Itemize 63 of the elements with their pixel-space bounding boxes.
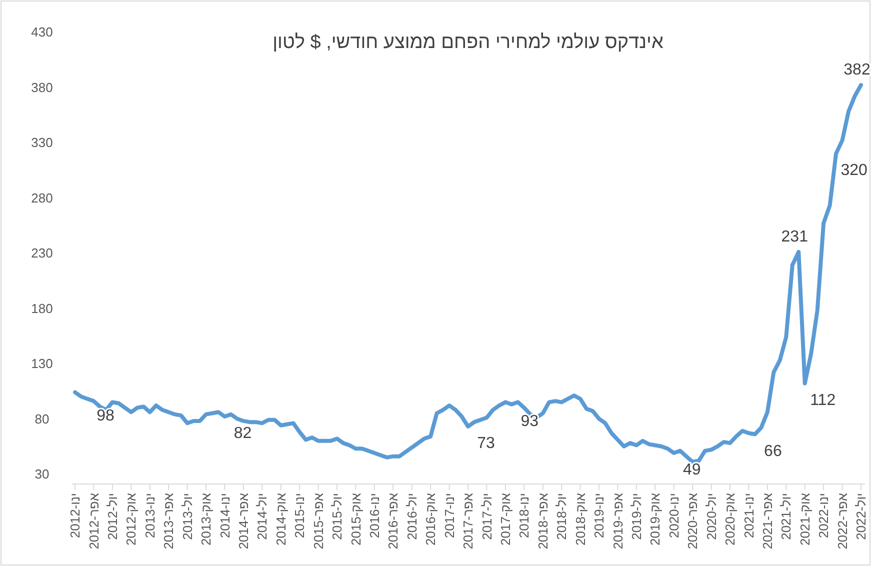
x-tick-label: אפר-2015 — [310, 493, 326, 550]
x-tick-label: ינו-2012 — [68, 493, 83, 538]
x-tick-label: ינו-2022 — [816, 493, 832, 538]
x-tick-label: אפר-2017 — [460, 493, 476, 550]
x-tick-label: ינו-2020 — [666, 493, 682, 538]
x-tick-label: יול-2017 — [479, 493, 494, 540]
x-tick-label: ינו-2018 — [516, 493, 532, 538]
x-tick-label: אוק-2017 — [498, 493, 513, 546]
x-tick-label: אוק-2019 — [648, 493, 663, 546]
x-tick-label: יול-2013 — [180, 493, 195, 540]
y-tick-label: 230 — [31, 246, 53, 261]
x-tick-label: ינו-2016 — [366, 493, 382, 538]
data-label: 66 — [764, 442, 782, 460]
x-tick-label: יול-2015 — [330, 493, 345, 540]
x-tick-label: ינו-2013 — [142, 493, 158, 538]
x-tick-label: ינו-2021 — [741, 493, 756, 538]
chart-title: אינדקס עולמי למחירי הפחם ממוצע חודשי, $ לטון — [272, 32, 664, 53]
y-tick-label: 180 — [31, 300, 53, 316]
x-tick-label: אוק-2020 — [722, 493, 738, 546]
x-tick-label: יול-2021 — [778, 493, 794, 540]
x-tick-label: יול-2022 — [854, 493, 869, 540]
x-tick-label: יול-2020 — [704, 493, 719, 540]
x-tick-label: אפר-2012 — [86, 493, 102, 550]
x-tick-label: אפר-2019 — [610, 493, 626, 550]
x-tick-label: אוק-2015 — [348, 493, 364, 546]
x-tick-label: ינו-2019 — [592, 493, 607, 538]
x-tick-label: אפר-2022 — [834, 493, 850, 550]
y-tick-label: 330 — [31, 135, 53, 150]
x-tick-label: אוק-2018 — [572, 493, 588, 546]
x-tick-label: יול-2016 — [404, 493, 420, 540]
data-label: 112 — [810, 392, 836, 409]
x-tick-label: אפר-2013 — [161, 493, 176, 550]
data-label: 82 — [234, 425, 252, 442]
data-label: 382 — [844, 62, 870, 79]
x-tick-label: אפר-2020 — [685, 493, 700, 550]
y-tick-label: 380 — [31, 80, 53, 95]
x-tick-label: יול-2014 — [254, 493, 270, 540]
x-tick-label: יול-2019 — [628, 493, 644, 540]
x-tick-label: אפר-2021 — [760, 493, 775, 550]
y-tick-label: 80 — [34, 411, 50, 426]
data-label: 231 — [781, 228, 808, 246]
y-tick-label: 130 — [31, 356, 53, 372]
x-tick-label: יול-2012 — [104, 493, 120, 540]
data-label: 49 — [682, 462, 701, 479]
x-tick-label: ינו-2017 — [442, 493, 457, 538]
x-tick-label: אפר-2018 — [535, 493, 550, 550]
x-tick-label: אפר-2016 — [386, 493, 401, 550]
x-tick-label: ינו-2015 — [292, 493, 308, 538]
x-tick-label: אוק-2021 — [797, 493, 812, 546]
x-tick-label: אוק-2016 — [423, 493, 438, 546]
x-tick-label: אוק-2012 — [124, 493, 139, 546]
y-tick-label: 280 — [31, 190, 53, 206]
x-tick-label: יול-2018 — [554, 493, 570, 540]
data-label: 73 — [477, 435, 495, 452]
data-label: 98 — [96, 407, 114, 424]
x-tick-label: אוק-2013 — [198, 493, 214, 546]
data-label: 93 — [520, 412, 539, 430]
x-tick-label: אוק-2014 — [273, 493, 288, 546]
x-tick-label: ינו-2014 — [217, 493, 232, 538]
y-tick-label: 430 — [31, 24, 53, 40]
data-label: 320 — [840, 162, 868, 180]
y-tick-label: 30 — [34, 466, 50, 482]
x-tick-label: אפר-2014 — [236, 493, 251, 550]
